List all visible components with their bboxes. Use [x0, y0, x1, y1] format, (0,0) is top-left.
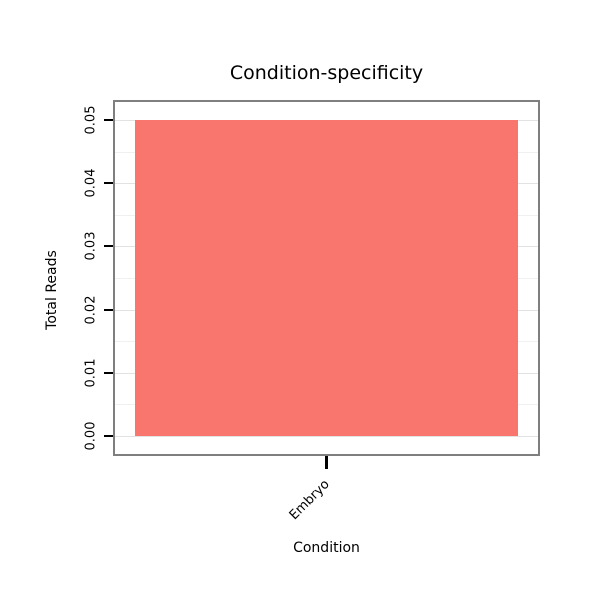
y-tick-label: 0.05: [83, 105, 99, 135]
y-tick-mark: [104, 371, 113, 374]
bar-embryo: [135, 120, 518, 436]
x-tick-mark: [325, 456, 328, 469]
x-category-label: Embryo: [286, 477, 333, 524]
y-tick-label: 0.01: [83, 358, 99, 388]
y-tick-mark: [104, 245, 113, 248]
major-gridline: [115, 436, 538, 437]
y-tick-mark: [104, 435, 113, 437]
y-tick-label: 0.02: [83, 295, 99, 325]
y-tick-mark: [104, 308, 113, 311]
y-axis-title: Total Reads: [44, 250, 60, 330]
y-tick-label: 0.03: [83, 231, 99, 261]
x-axis-title: Condition: [293, 540, 360, 556]
y-tick-mark: [104, 182, 113, 185]
y-tick-mark: [104, 119, 113, 121]
plot-panel: [113, 100, 540, 456]
chart-title: Condition-specificity: [229, 62, 424, 84]
y-tick-label: 0.00: [83, 421, 99, 451]
y-tick-label: 0.04: [83, 168, 99, 198]
